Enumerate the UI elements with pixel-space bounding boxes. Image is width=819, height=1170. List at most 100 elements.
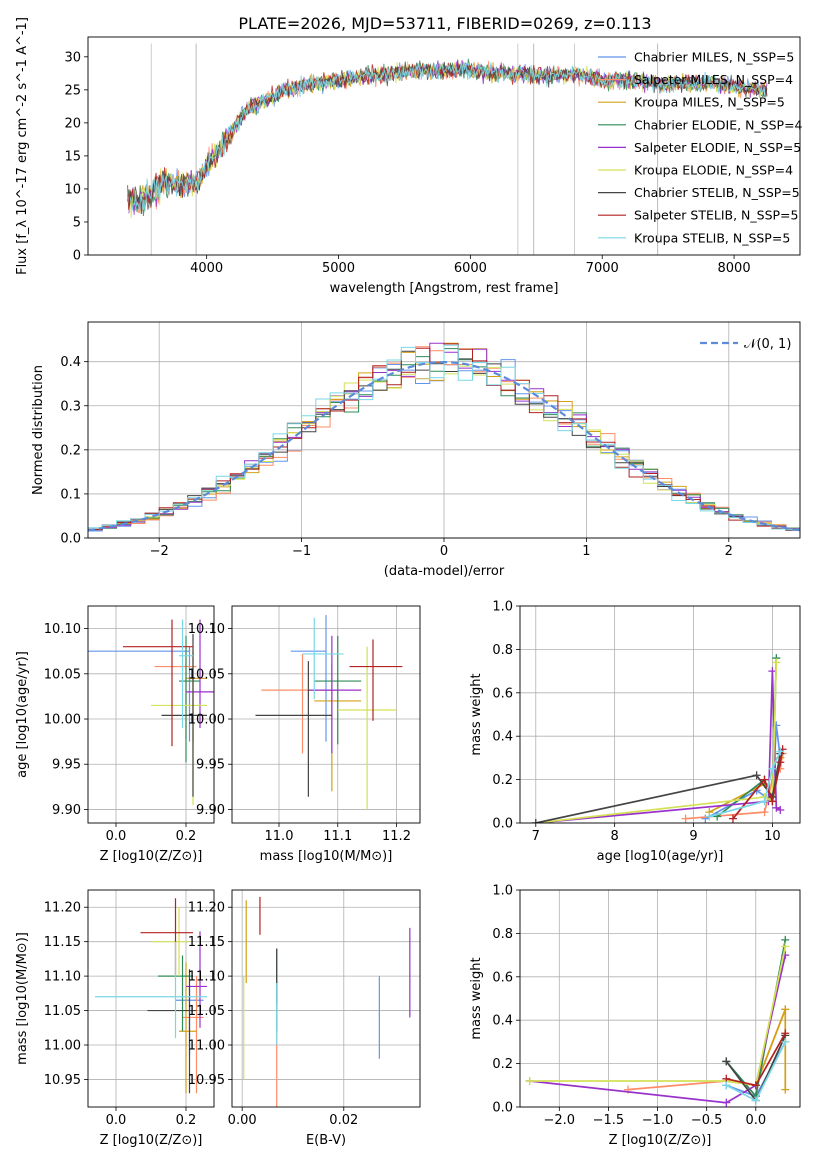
axis-layer: −2 −1 0 1 2 0.0 0.1 0.2 0.3 0.4 (data-model)/error…: [31, 321, 801, 579]
weight-marker: [781, 1029, 790, 1038]
y-tick-label: 9.95: [52, 758, 81, 773]
legend-normal-label: 𝒩(0, 1): [744, 337, 791, 352]
y-tick-label: 10.00: [188, 713, 225, 728]
weight-marker: [772, 658, 781, 667]
x-tick-label: 7000: [586, 261, 619, 276]
data-layer: [95, 898, 207, 1094]
weight-marker: [722, 1081, 731, 1090]
weight-marker: [776, 747, 785, 756]
axes-frame: [231, 605, 421, 824]
y-tick-label: 0.2: [492, 773, 513, 788]
x-tick-label: 6000: [454, 261, 487, 276]
weight-marker: [722, 1057, 731, 1066]
axis-layer: 11.0 11.1 11.2 9.90 9.95 10.00 10.05 10.10 mass …: [188, 605, 421, 864]
axes-frame: [231, 889, 421, 1108]
x-tick-label: −2.0: [544, 1113, 576, 1128]
weight-marker: [781, 1037, 790, 1046]
legend-label-3: Chabrier ELODIE, N_SSP=4: [634, 117, 803, 132]
x-tick-label: 7: [532, 829, 540, 844]
weight-line-4: [529, 954, 787, 1104]
weight-marker: [781, 942, 790, 951]
y-tick-label: 0.4: [60, 355, 81, 370]
axes-frame: [87, 605, 215, 824]
x-tick-label: 0.2: [176, 1113, 197, 1128]
x-axis-label: Z [log10(Z/Z⊙)]: [100, 1133, 203, 1148]
y-tick-label: 1.0: [492, 600, 513, 615]
y-tick-label: 11.10: [188, 970, 225, 985]
y-axis-label: Flux [f_λ 10^-17 erg cm^-2 s^-1 A^-1]: [15, 17, 30, 275]
y-tick-label: 5: [73, 215, 81, 230]
data-layer: [525, 935, 790, 1107]
weight-marker: [768, 667, 777, 676]
y-tick-label: 10.95: [44, 1073, 81, 1088]
y-tick-label: 0.6: [492, 686, 513, 701]
y-axis-label: mass weight: [469, 673, 484, 755]
x-tick-label: 0.0: [106, 1113, 127, 1128]
axis-layer: 4000 5000 6000 7000 8000 0 5 10 15 20 25 30 waveleng…: [15, 17, 803, 296]
x-tick-label: 0.0: [745, 1113, 766, 1128]
weight-marker: [681, 814, 690, 823]
y-tick-label: 0.0: [492, 1101, 513, 1116]
data-layer: [127, 43, 768, 255]
weight-marker: [768, 797, 777, 806]
x-axis-label: mass [log10(M/M⊙)]: [260, 849, 393, 864]
x-tick-label: 4000: [190, 261, 223, 276]
legend-label-7: Salpeter STELIB, N_SSP=5: [634, 208, 798, 223]
x-tick-label: 11.2: [382, 829, 411, 844]
y-tick-label: 0.1: [60, 487, 81, 502]
x-axis-label: Z [log10(Z/Z⊙)]: [609, 1133, 712, 1148]
x-axis-label: (data-model)/error: [384, 564, 505, 579]
weight-marker: [525, 1076, 534, 1085]
x-tick-label: −1.0: [642, 1113, 674, 1128]
data-layer: [531, 654, 787, 823]
weight-marker: [781, 1085, 790, 1094]
weight-marker: [531, 819, 540, 823]
legend-label-4: Salpeter ELODIE, N_SSP=5: [634, 140, 801, 155]
weight-marker: [751, 1096, 760, 1105]
y-tick-label: 10: [64, 182, 81, 197]
weight-marker: [752, 771, 761, 780]
y-tick-label: 0.2: [492, 1057, 513, 1072]
axis-layer: 7 8 9 10 0.0 0.2 0.4 0.6 0.8 1.0 age [log10(age/yr…: [469, 600, 801, 864]
y-tick-label: 10.10: [188, 622, 225, 637]
y-tick-label: 11.05: [188, 1004, 225, 1019]
weight-marker: [728, 814, 737, 823]
weight-marker: [760, 808, 769, 817]
axes-frame: [87, 889, 215, 1108]
axes-frame: [519, 889, 801, 1108]
y-axis-label: age [log10(age/yr)]: [15, 651, 30, 778]
axis-layer: 0.0 0.2 10.95 11.00 11.05 11.10 11.15 11.20 Z [l…: [15, 889, 215, 1148]
data-layer: [88, 619, 214, 805]
spectrum-series-7: [127, 59, 768, 215]
axes-frame: [87, 321, 801, 539]
legend-label-8: Kroupa STELIB, N_SSP=5: [634, 230, 790, 245]
y-tick-label: 9.95: [196, 758, 225, 773]
y-axis-label: Normed distribution: [31, 365, 46, 495]
y-tick-label: 0.8: [492, 643, 513, 658]
figure-title: PLATE=2026, MJD=53711, FIBERID=0269, z=0…: [238, 14, 651, 33]
data-layer: [88, 342, 800, 533]
weight-marker: [705, 812, 714, 821]
y-tick-label: 0: [73, 249, 81, 264]
x-tick-label: 10: [764, 829, 781, 844]
x-tick-label: −1: [292, 544, 311, 559]
y-tick-label: 11.15: [44, 935, 81, 950]
x-tick-label: −0.5: [691, 1113, 723, 1128]
plot-weight_vs_Z: −2.0 −1.5 −1.0 −0.5 0.0 0.0 0.2 0.4 0.6 0.8 1.0 Z […: [469, 884, 801, 1148]
axis-layer: 0.0 0.2 9.90 9.95 10.00 10.05 10.10 Z [log10(Z/…: [15, 605, 215, 864]
x-axis-label: Z [log10(Z/Z⊙)]: [100, 849, 203, 864]
axis-layer: 0.00 0.02 10.95 11.00 11.05 11.10 11.15 11.20 E(…: [188, 889, 421, 1148]
x-tick-label: 11.1: [323, 829, 352, 844]
axis-layer: −2.0 −1.5 −1.0 −0.5 0.0 0.0 0.2 0.4 0.6 0.8 1.0 Z […: [469, 884, 801, 1148]
x-axis-label: wavelength [Angstrom, rest frame]: [330, 281, 559, 296]
plot-mass_vs_ebv: 0.00 0.02 10.95 11.00 11.05 11.10 11.15 11.20 E(…: [188, 889, 421, 1148]
x-axis-label: E(B-V): [306, 1133, 346, 1148]
y-tick-label: 0.8: [492, 927, 513, 942]
legend-label-6: Chabrier STELIB, N_SSP=5: [634, 185, 800, 200]
weight-line-5: [535, 662, 778, 823]
y-tick-label: 10.10: [44, 622, 81, 637]
y-tick-label: 11.20: [188, 901, 225, 916]
y-tick-label: 30: [64, 50, 81, 65]
y-tick-label: 11.10: [44, 970, 81, 985]
